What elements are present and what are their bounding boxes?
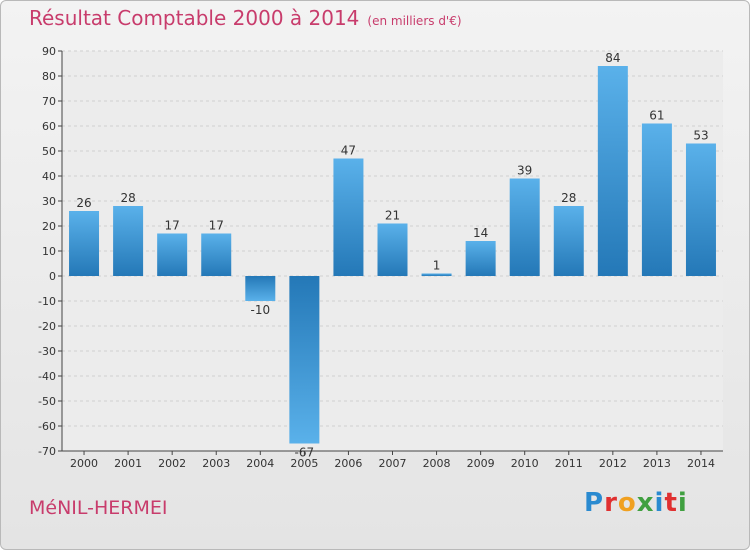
y-tick-label: -30 [38, 345, 56, 358]
value-label: 17 [209, 219, 224, 233]
logo-letter: t [664, 488, 678, 518]
x-tick-label: 2014 [687, 457, 715, 470]
y-tick-label: 20 [42, 220, 56, 233]
bar-2014 [685, 143, 716, 276]
bar-2004 [245, 276, 276, 301]
y-tick-label: 60 [42, 120, 56, 133]
value-label: 39 [517, 164, 532, 178]
logo-letter: i [654, 488, 665, 518]
value-label: 17 [165, 219, 180, 233]
logo-letter: i [677, 488, 688, 518]
x-tick-label: 2009 [467, 457, 495, 470]
x-tick-label: 2012 [599, 457, 627, 470]
value-label: -10 [250, 303, 270, 317]
value-label: 21 [385, 209, 400, 223]
y-tick-label: 50 [42, 145, 56, 158]
y-tick-label: 10 [42, 245, 56, 258]
chart-title: Résultat Comptable 2000 à 2014 (en millie… [29, 6, 462, 30]
chart-subtitle: (en milliers d'€) [367, 14, 462, 28]
x-tick-label: 2010 [511, 457, 539, 470]
bar-2003 [201, 233, 232, 276]
bar-2005 [289, 276, 320, 444]
logo-letter: r [604, 488, 618, 518]
logo-letter: x [636, 488, 655, 518]
y-tick-label: -20 [38, 320, 56, 333]
value-label: 28 [561, 191, 576, 205]
bar-2001 [113, 206, 144, 276]
value-label: 26 [76, 196, 91, 210]
y-tick-label: 80 [42, 70, 56, 83]
value-label: 61 [649, 109, 664, 123]
x-tick-label: 2003 [202, 457, 230, 470]
y-tick-label: -70 [38, 445, 56, 458]
chart-title-text: Résultat Comptable 2000 à 2014 [29, 6, 360, 30]
value-label: 53 [693, 129, 708, 143]
bar-2006 [333, 158, 364, 276]
y-tick-label: -40 [38, 370, 56, 383]
x-tick-label: 2007 [379, 457, 407, 470]
value-label: 14 [473, 226, 488, 240]
x-tick-label: 2002 [158, 457, 186, 470]
value-label: 1 [433, 259, 441, 273]
y-tick-label: 40 [42, 170, 56, 183]
value-label: 28 [120, 191, 135, 205]
bar-2007 [377, 223, 408, 276]
logo-letter: o [617, 488, 637, 518]
y-tick-label: 90 [42, 45, 56, 58]
bar-2011 [553, 206, 584, 276]
bar-2002 [157, 233, 188, 276]
commune-name: MéNIL-HERMEI [29, 497, 168, 519]
x-tick-label: 2008 [423, 457, 451, 470]
y-tick-label: 30 [42, 195, 56, 208]
x-tick-label: 2004 [246, 457, 274, 470]
y-tick-label: -10 [38, 295, 56, 308]
bar-2000 [69, 211, 100, 276]
value-label: 84 [605, 51, 620, 65]
bar-2008 [421, 273, 452, 276]
y-tick-label: 0 [49, 270, 56, 283]
x-tick-label: 2000 [70, 457, 98, 470]
bar-2013 [641, 123, 672, 276]
x-tick-label: 2006 [334, 457, 362, 470]
bar-2010 [509, 178, 540, 276]
bar-2012 [597, 66, 628, 276]
logo-letter: P [584, 488, 605, 518]
y-tick-label: -60 [38, 420, 56, 433]
x-tick-label: 2011 [555, 457, 583, 470]
x-tick-label: 2013 [643, 457, 671, 470]
proxiti-logo: Proxiti [584, 488, 688, 518]
x-tick-label: 2001 [114, 457, 142, 470]
y-tick-label: 70 [42, 95, 56, 108]
x-tick-label: 2005 [290, 457, 318, 470]
y-tick-label: -50 [38, 395, 56, 408]
value-label: 47 [341, 144, 356, 158]
bar-2009 [465, 241, 496, 276]
